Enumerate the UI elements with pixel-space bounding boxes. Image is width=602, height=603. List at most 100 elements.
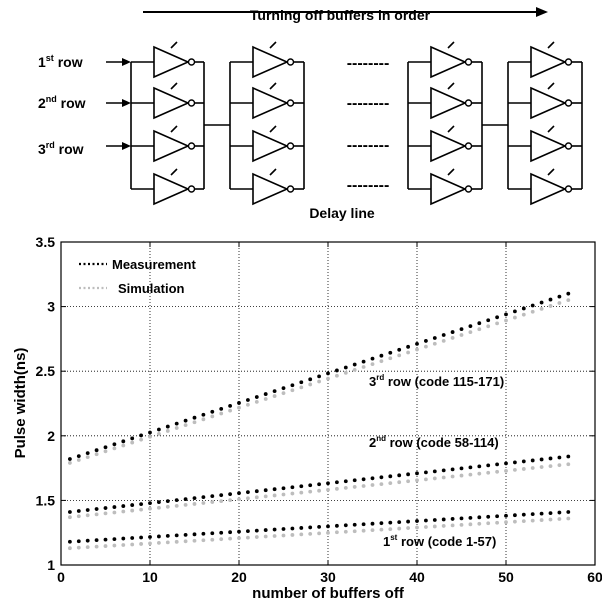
annotation-row-1: 1st row (code 1-57)	[383, 533, 496, 549]
data-point-measurement	[486, 318, 491, 323]
data-point-measurement	[210, 531, 215, 536]
data-point-measurement	[272, 487, 277, 492]
data-point-simulation	[174, 539, 179, 544]
data-point-measurement	[174, 533, 179, 538]
enable-control-line	[547, 41, 555, 49]
data-point-measurement	[566, 291, 571, 296]
row-label-2: 2nd row	[38, 94, 86, 111]
data-point-measurement	[228, 492, 233, 497]
data-point-simulation	[326, 487, 330, 492]
annotation-row-3: 3rd row (code 115-171)	[369, 373, 504, 389]
data-point-measurement	[504, 312, 508, 317]
data-point-simulation	[157, 505, 161, 510]
legend-label-measurement: Measurement	[112, 257, 196, 272]
ellipsis-row-2: --------	[347, 95, 390, 112]
data-point-simulation	[228, 408, 233, 413]
data-point-measurement	[379, 353, 384, 358]
data-point-measurement	[112, 537, 117, 541]
data-point-measurement	[459, 466, 464, 471]
data-point-simulation	[406, 526, 410, 530]
buffer-icon	[252, 86, 289, 120]
data-point-measurement	[148, 501, 152, 505]
data-point-measurement	[201, 412, 206, 417]
y-tick-label: 2.5	[36, 363, 56, 379]
data-point-measurement	[326, 481, 330, 486]
data-point-simulation	[521, 519, 526, 524]
data-point-simulation	[219, 499, 224, 504]
data-point-measurement	[121, 439, 126, 444]
data-point-measurement	[432, 469, 437, 474]
data-point-simulation	[441, 524, 446, 528]
data-point-measurement	[174, 421, 179, 426]
delay-line-circuit	[106, 41, 583, 206]
data-point-simulation	[254, 399, 259, 404]
enable-control-line	[447, 125, 455, 133]
data-point-simulation	[192, 420, 197, 425]
data-point-measurement	[406, 519, 410, 524]
x-tick-label: 50	[498, 569, 514, 585]
data-point-simulation	[450, 336, 455, 340]
data-point-simulation	[85, 455, 90, 460]
data-point-measurement	[521, 306, 526, 311]
buffer-icon	[430, 45, 467, 79]
inverter-bubble	[564, 142, 573, 150]
axis-ticks	[60, 241, 596, 566]
data-point-simulation	[326, 376, 330, 381]
data-point-measurement	[477, 321, 482, 326]
data-point-simulation	[281, 533, 286, 538]
data-point-measurement	[165, 424, 170, 429]
data-point-simulation	[432, 341, 437, 346]
data-point-simulation	[290, 491, 295, 496]
data-point-simulation	[415, 478, 419, 483]
data-point-simulation	[513, 519, 517, 524]
data-point-measurement	[219, 530, 224, 535]
data-point-simulation	[76, 514, 81, 519]
data-point-simulation	[237, 497, 241, 502]
data-point-measurement	[103, 506, 108, 510]
enable-control-line	[170, 82, 178, 90]
data-point-measurement	[335, 523, 339, 528]
data-point-simulation	[477, 327, 482, 332]
enable-control-line	[170, 125, 178, 133]
data-point-measurement	[539, 457, 544, 462]
data-point-simulation	[121, 509, 126, 514]
data-point-measurement	[557, 455, 562, 460]
data-point-simulation	[513, 315, 517, 320]
data-point-measurement	[76, 539, 81, 544]
legend: Measurement Simulation	[79, 257, 196, 296]
data-point-measurement	[317, 482, 321, 487]
data-point-measurement	[308, 377, 313, 382]
data-point-measurement	[548, 456, 553, 461]
enable-control-line	[269, 168, 277, 176]
buffer-icon	[430, 86, 467, 120]
data-point-simulation	[228, 498, 233, 503]
data-series	[68, 291, 571, 551]
data-point-measurement	[504, 513, 508, 518]
data-point-measurement	[326, 524, 330, 529]
data-point-measurement	[210, 409, 215, 414]
row-labels: 1st row 2nd row 3rd row	[38, 53, 86, 157]
data-point-simulation	[148, 541, 152, 546]
data-point-measurement	[192, 496, 197, 501]
data-point-measurement	[85, 451, 90, 456]
buffer-icon	[530, 129, 567, 163]
data-point-measurement	[139, 502, 144, 506]
data-point-measurement	[530, 512, 535, 517]
data-point-simulation	[130, 542, 135, 547]
data-point-simulation	[237, 536, 241, 541]
data-point-simulation	[521, 467, 526, 471]
x-tick-label: 20	[231, 569, 247, 585]
data-point-simulation	[68, 461, 72, 465]
data-point-simulation	[397, 480, 402, 485]
data-point-simulation	[165, 540, 170, 545]
data-point-simulation	[103, 449, 108, 454]
data-point-simulation	[397, 353, 402, 358]
data-point-simulation	[219, 537, 224, 542]
data-point-measurement	[450, 330, 455, 334]
pulse-width-chart: 0 10 20 30 40 50 60 1 1.5 2 2.5 3 3.5 number of buf…	[12, 234, 602, 602]
enable-control-line	[547, 82, 555, 90]
data-point-measurement	[246, 529, 250, 534]
data-point-measurement	[370, 356, 375, 361]
x-axis-label: number of buffers off	[252, 585, 405, 602]
inverter-bubble	[286, 99, 295, 107]
